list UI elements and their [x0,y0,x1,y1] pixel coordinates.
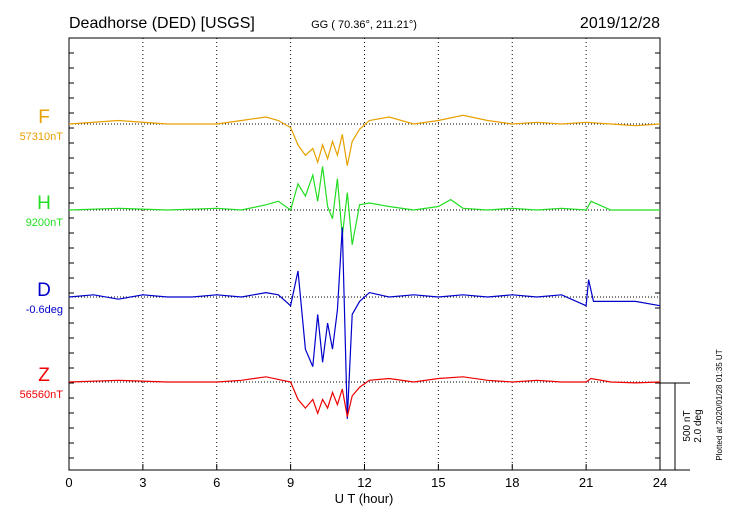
baseline-value-f: 57310nT [20,131,64,143]
x-axis-label: U T (hour) [335,491,394,506]
component-name-z: Z [38,365,50,386]
x-tick-label-9: 9 [287,475,294,490]
traces [68,114,661,419]
scale-deg-label: 2.0 deg [693,409,704,442]
x-tick-label-21: 21 [579,475,593,490]
x-tick-label-3: 3 [139,475,146,490]
date-label: 2019/12/28 [580,15,660,32]
baseline-value-d: -0.6deg [26,304,63,316]
component-name-h: H [37,193,51,214]
component-labels: F 57310nT H 9200nT D -0.6deg Z 56560nT [20,107,64,401]
coordinates-label: GG ( 70.36°, 211.21°) [311,19,417,31]
trace-h [68,166,660,245]
scale-bar [660,382,690,471]
grid-lines [142,38,587,470]
trace-z [68,376,661,417]
plotted-timestamp: Plotted at 2020/01/28 01:35 UT [715,349,724,460]
x-tick-label-12: 12 [357,475,371,490]
x-tick-label-24: 24 [653,475,667,490]
scale-nt-label: 500 nT [682,410,693,441]
x-axis-ticks: 0 3 6 9 12 15 18 21 24 [65,52,667,490]
x-tick-label-0: 0 [65,475,72,490]
component-name-d: D [37,280,51,301]
baseline-value-z: 56560nT [20,389,64,401]
component-name-f: F [38,107,50,128]
x-tick-label-15: 15 [431,475,445,490]
trace-f [68,114,661,166]
baseline-value-h: 9200nT [26,217,64,229]
x-tick-label-18: 18 [505,475,519,490]
x-tick-label-6: 6 [213,475,220,490]
station-title: Deadhorse (DED) [USGS] [69,15,255,32]
trace-d [68,227,661,419]
